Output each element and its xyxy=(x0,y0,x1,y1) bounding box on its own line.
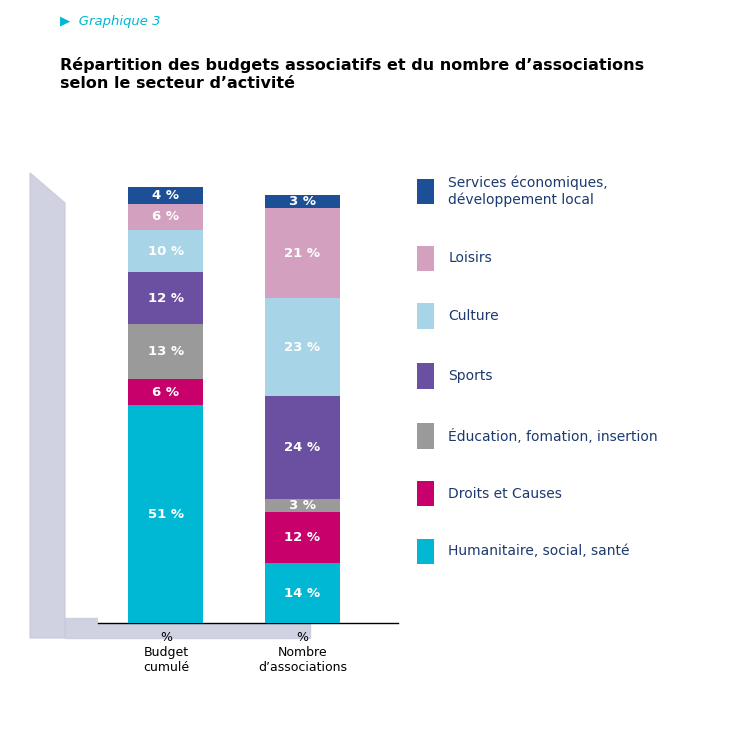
Text: 10 %: 10 % xyxy=(148,245,184,257)
Bar xyxy=(265,196,340,208)
Bar xyxy=(265,512,340,563)
Bar xyxy=(128,324,204,380)
Text: Sports: Sports xyxy=(448,369,493,383)
Text: 51 %: 51 % xyxy=(148,507,184,520)
Bar xyxy=(128,380,204,405)
Text: 4 %: 4 % xyxy=(152,189,179,202)
Text: Éducation, fomation, insertion: Éducation, fomation, insertion xyxy=(448,429,658,443)
Bar xyxy=(265,499,340,512)
Text: ▶  Graphique 3: ▶ Graphique 3 xyxy=(60,15,161,28)
Text: 14 %: 14 % xyxy=(285,586,321,600)
Text: 13 %: 13 % xyxy=(148,345,184,358)
Bar xyxy=(265,397,340,499)
Text: Culture: Culture xyxy=(448,309,499,323)
Bar xyxy=(417,424,434,449)
Text: 3 %: 3 % xyxy=(289,499,316,512)
Polygon shape xyxy=(30,173,65,638)
Bar xyxy=(128,405,204,623)
Bar xyxy=(417,539,434,564)
Bar xyxy=(417,481,434,507)
Bar xyxy=(265,208,340,298)
Text: Répartition des budgets associatifs et du nombre d’associations
selon le secteur: Répartition des budgets associatifs et d… xyxy=(60,57,644,91)
Polygon shape xyxy=(65,618,310,638)
Text: 12 %: 12 % xyxy=(285,531,321,544)
Bar xyxy=(417,179,434,204)
Text: 23 %: 23 % xyxy=(285,341,321,354)
Bar xyxy=(265,298,340,397)
Bar xyxy=(128,187,204,204)
Bar xyxy=(417,364,434,388)
Bar xyxy=(128,204,204,229)
Text: Services économiques,
développement local: Services économiques, développement loca… xyxy=(448,176,608,207)
Text: Loisirs: Loisirs xyxy=(448,251,492,265)
Text: 6 %: 6 % xyxy=(152,386,179,399)
Bar xyxy=(128,229,204,273)
Text: 3 %: 3 % xyxy=(289,196,316,208)
Text: 12 %: 12 % xyxy=(148,292,184,305)
Bar xyxy=(128,273,204,324)
Bar xyxy=(265,563,340,623)
Text: Humanitaire, social, santé: Humanitaire, social, santé xyxy=(448,545,630,559)
Text: Droits et Causes: Droits et Causes xyxy=(448,487,562,501)
Bar xyxy=(417,303,434,328)
Text: 24 %: 24 % xyxy=(285,441,321,454)
Bar xyxy=(417,246,434,271)
Text: 6 %: 6 % xyxy=(152,210,179,224)
Text: 21 %: 21 % xyxy=(285,247,321,259)
